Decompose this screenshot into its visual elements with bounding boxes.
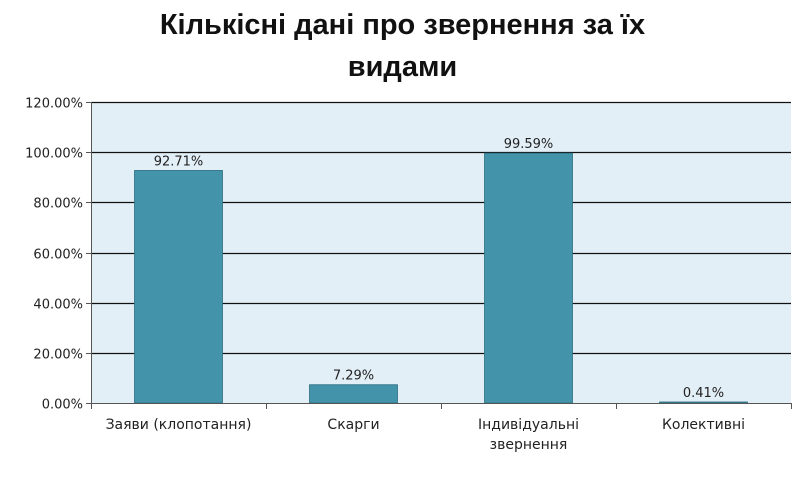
y-tick-label: 60.00%: [33, 248, 83, 263]
bar: [659, 401, 748, 404]
chart-title-line-2: видами: [347, 51, 458, 83]
x-category-label: Скарги: [327, 417, 379, 433]
data-label: 92.71%: [154, 154, 204, 169]
y-tick-label: 20.00%: [33, 348, 83, 363]
bar: [484, 152, 573, 404]
bar: [309, 384, 398, 404]
chart-title: Кількісні дані про звернення за їх видам…: [0, 4, 805, 88]
bar: [134, 170, 223, 404]
y-tick-label: 100.00%: [25, 147, 83, 162]
chart-title-line-1: Кількісні дані про звернення за їх: [159, 9, 646, 41]
x-category-label: звернення: [490, 437, 568, 453]
data-label: 99.59%: [504, 137, 554, 152]
x-category-label: Колективні: [662, 417, 745, 433]
y-tick-label: 120.00%: [25, 97, 83, 112]
data-label: 0.41%: [683, 386, 724, 401]
y-tick-label: 80.00%: [33, 197, 83, 212]
y-tick-label: 0.00%: [42, 398, 83, 413]
x-category-label: Заяви (клопотання): [106, 417, 252, 433]
x-category-label: Індивідуальні: [478, 417, 579, 433]
data-label: 7.29%: [333, 369, 374, 384]
y-tick-label: 40.00%: [33, 298, 83, 313]
